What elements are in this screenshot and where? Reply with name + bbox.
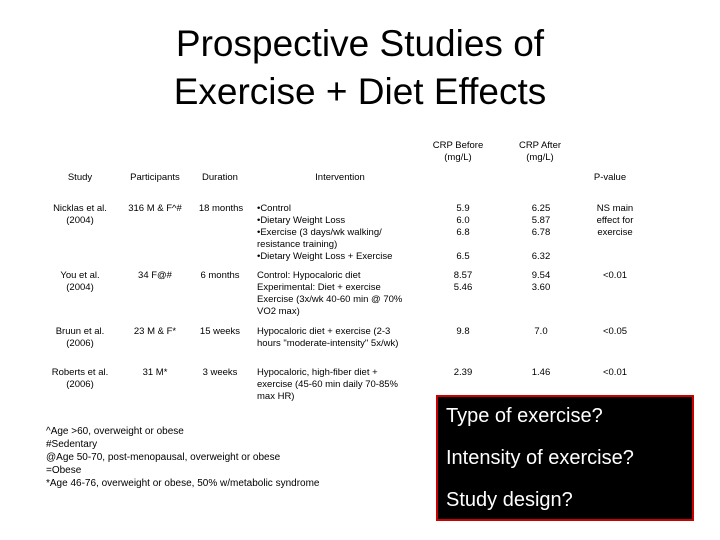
row2-crp-before: 8.57 5.46 bbox=[453, 270, 473, 293]
title-line-1: Prospective Studies of bbox=[175, 23, 545, 64]
footnote-3: @Age 50-70, post-menopausal, overweight … bbox=[46, 452, 281, 463]
row2-intervention: Control: Hypocaloric diet Experimental: … bbox=[257, 270, 403, 317]
callout-line-3: Study design? bbox=[446, 489, 573, 511]
footnote-4: =Obese bbox=[46, 465, 82, 476]
footnotes: ^Age >60, overweight or obese #Sedentary… bbox=[46, 425, 319, 490]
row3-crp-before: 9.8 bbox=[456, 326, 470, 337]
row1-study: Nicklas et al. (2004) bbox=[53, 203, 107, 226]
row2-pvalue: <0.01 bbox=[602, 270, 628, 281]
callout-line-2: Intensity of exercise? bbox=[446, 447, 634, 469]
row4-study: Roberts et al. (2006) bbox=[51, 367, 109, 390]
row3-pvalue: <0.05 bbox=[602, 326, 628, 337]
header-intervention: Intervention bbox=[315, 172, 365, 183]
footnote-5: *Age 46-76, overweight or obese, 50% w/m… bbox=[46, 478, 320, 489]
row4-intervention: Hypocaloric, high-fiber diet + exercise … bbox=[257, 367, 398, 402]
row3-study: Bruun et al. (2006) bbox=[55, 326, 105, 349]
title-line-2: Exercise + Diet Effects bbox=[173, 71, 547, 112]
slide-title: Prospective Studies of Exercise + Diet E… bbox=[0, 20, 720, 116]
callout-line-1: Type of exercise? bbox=[446, 405, 603, 427]
row4-duration: 3 weeks bbox=[202, 367, 238, 378]
row3-intervention: Hypocaloric diet + exercise (2-3 hours "… bbox=[257, 326, 399, 349]
row4-crp-before: 2.39 bbox=[453, 367, 473, 378]
row1-crp-after: 6.25 5.87 6.78 6.32 bbox=[531, 203, 551, 262]
row1-crp-before: 5.9 6.0 6.8 6.5 bbox=[456, 203, 470, 262]
header-duration: Duration bbox=[202, 172, 238, 183]
header-pvalue: P-value bbox=[593, 172, 627, 183]
row4-crp-after: 1.46 bbox=[531, 367, 551, 378]
footnote-2: #Sedentary bbox=[46, 439, 98, 450]
row2-crp-after: 9.54 3.60 bbox=[531, 270, 551, 293]
row3-duration: 15 weeks bbox=[199, 326, 241, 337]
row1-duration: 18 months bbox=[198, 203, 244, 214]
row1-intervention: •Control •Dietary Weight Loss •Exercise … bbox=[257, 203, 393, 262]
header-crp-before: CRP Before (mg/L) bbox=[432, 140, 484, 163]
row2-participants: 34 F@# bbox=[138, 270, 172, 281]
row3-participants: 23 M & F* bbox=[133, 326, 177, 337]
header-study: Study bbox=[67, 172, 93, 183]
header-crp-after: CRP After (mg/L) bbox=[518, 140, 562, 163]
row4-participants: 31 M* bbox=[142, 367, 168, 378]
footnote-1: ^Age >60, overweight or obese bbox=[46, 426, 184, 437]
row1-pvalue: NS main effect for exercise bbox=[596, 203, 634, 238]
row3-crp-after: 7.0 bbox=[534, 326, 548, 337]
row2-study: You et al. (2004) bbox=[60, 270, 100, 293]
row4-pvalue: <0.01 bbox=[602, 367, 628, 378]
row1-participants: 316 M & F^# bbox=[128, 203, 182, 214]
question-callout: Type of exercise? Intensity of exercise?… bbox=[436, 395, 694, 521]
header-participants: Participants bbox=[130, 172, 180, 183]
row2-duration: 6 months bbox=[200, 270, 240, 281]
